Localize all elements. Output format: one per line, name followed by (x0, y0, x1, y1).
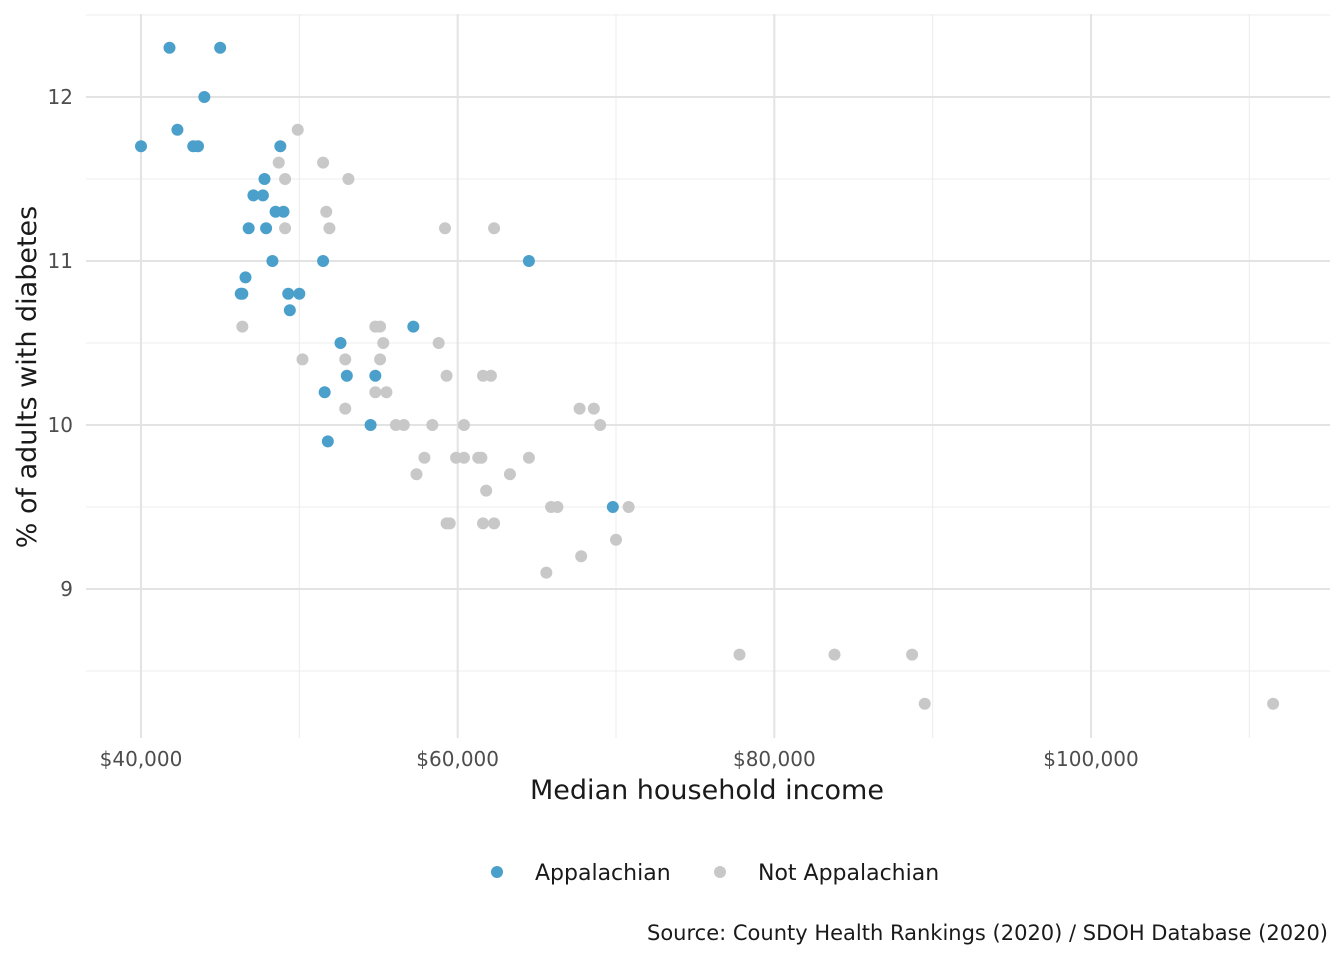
point-appalachian (163, 41, 176, 54)
point-appalachian (266, 255, 279, 267)
point-appalachian (239, 271, 252, 284)
point-not-appalachian (291, 123, 304, 136)
point-appalachian (321, 435, 334, 448)
point-not-appalachian (397, 419, 410, 431)
point-not-appalachian (339, 353, 352, 366)
point-appalachian (242, 222, 255, 235)
point-not-appalachian (279, 173, 292, 185)
major-gridlines (86, 14, 1330, 738)
legend-label-appalachian: Appalachian (535, 861, 671, 886)
point-not-appalachian (503, 468, 516, 481)
point-not-appalachian (594, 419, 607, 431)
point-not-appalachian (587, 402, 600, 415)
x-tick-labels: $40,000 $60,000 $80,000 $100,000 (100, 747, 1139, 771)
point-appalachian (135, 140, 147, 153)
y-tick-label: 11 (48, 249, 73, 273)
point-appalachian (334, 337, 347, 349)
point-appalachian (214, 41, 227, 54)
point-not-appalachian (573, 402, 586, 415)
point-appalachian (256, 189, 269, 202)
y-tick-label: 10 (48, 413, 73, 437)
y-axis-title: % of adults with diabetes (12, 206, 43, 548)
point-appalachian (317, 255, 330, 267)
point-not-appalachian (272, 156, 285, 169)
point-appalachian (283, 304, 296, 317)
point-not-appalachian (551, 501, 564, 513)
point-not-appalachian (443, 517, 456, 530)
point-appalachian (282, 287, 295, 300)
point-not-appalachian (418, 451, 431, 464)
y-tick-label: 12 (48, 85, 73, 109)
legend: Appalachian Not Appalachian (491, 861, 939, 886)
point-not-appalachian (733, 648, 746, 661)
point-not-appalachian (484, 369, 497, 382)
point-appalachian (260, 222, 273, 235)
x-axis-title: Median household income (530, 775, 884, 806)
point-not-appalachian (317, 156, 330, 169)
point-not-appalachian (377, 337, 390, 349)
point-appalachian (247, 189, 260, 202)
point-not-appalachian (488, 517, 501, 530)
point-not-appalachian (918, 697, 931, 710)
point-not-appalachian (828, 648, 841, 661)
point-not-appalachian (458, 451, 470, 464)
point-not-appalachian (540, 566, 553, 579)
point-not-appalachian (426, 419, 439, 431)
point-appalachian (171, 123, 184, 136)
point-not-appalachian (458, 419, 470, 431)
legend-marker-appalachian (491, 866, 503, 878)
point-not-appalachian (374, 353, 387, 366)
legend-marker-not-appalachian (714, 866, 726, 878)
point-not-appalachian (279, 222, 292, 235)
point-not-appalachian (622, 501, 635, 513)
point-not-appalachian (480, 484, 493, 497)
point-appalachian (369, 369, 382, 382)
y-tick-labels: 9 10 11 12 (48, 85, 73, 601)
point-not-appalachian (522, 451, 535, 464)
point-not-appalachian (477, 517, 489, 530)
point-not-appalachian (369, 386, 382, 399)
point-appalachian (340, 369, 353, 382)
point-not-appalachian (323, 222, 336, 235)
y-tick-label: 9 (60, 577, 73, 601)
point-not-appalachian (575, 550, 588, 563)
point-not-appalachian (906, 648, 919, 661)
point-appalachian (192, 140, 204, 153)
minor-gridlines (86, 14, 1330, 738)
point-not-appalachian (475, 451, 488, 464)
point-appalachian (258, 173, 271, 185)
point-appalachian (277, 205, 290, 218)
point-appalachian (522, 255, 535, 267)
point-not-appalachian (339, 402, 352, 415)
point-not-appalachian (380, 386, 393, 399)
point-not-appalachian (236, 320, 249, 333)
point-not-appalachian (1267, 697, 1280, 710)
point-not-appalachian (342, 173, 355, 185)
point-not-appalachian (410, 468, 423, 481)
x-tick-label: $40,000 (100, 747, 183, 771)
point-appalachian (198, 91, 211, 103)
legend-label-not-appalachian: Not Appalachian (758, 861, 939, 886)
point-appalachian (606, 501, 619, 513)
point-not-appalachian (488, 222, 501, 235)
point-appalachian (236, 287, 249, 300)
point-not-appalachian (374, 320, 387, 333)
source-caption: Source: County Health Rankings (2020) / … (647, 921, 1328, 945)
x-tick-label: $100,000 (1043, 747, 1138, 771)
point-appalachian (364, 419, 377, 431)
x-tick-label: $60,000 (416, 747, 499, 771)
x-tick-label: $80,000 (733, 747, 816, 771)
point-appalachian (407, 320, 420, 333)
point-not-appalachian (439, 222, 451, 235)
point-not-appalachian (610, 533, 622, 546)
point-not-appalachian (320, 205, 333, 218)
point-appalachian (318, 386, 331, 399)
point-not-appalachian (296, 353, 309, 366)
point-not-appalachian (432, 337, 445, 349)
point-appalachian (274, 140, 287, 153)
point-not-appalachian (440, 369, 453, 382)
data-points (135, 41, 1280, 710)
point-appalachian (293, 287, 306, 300)
